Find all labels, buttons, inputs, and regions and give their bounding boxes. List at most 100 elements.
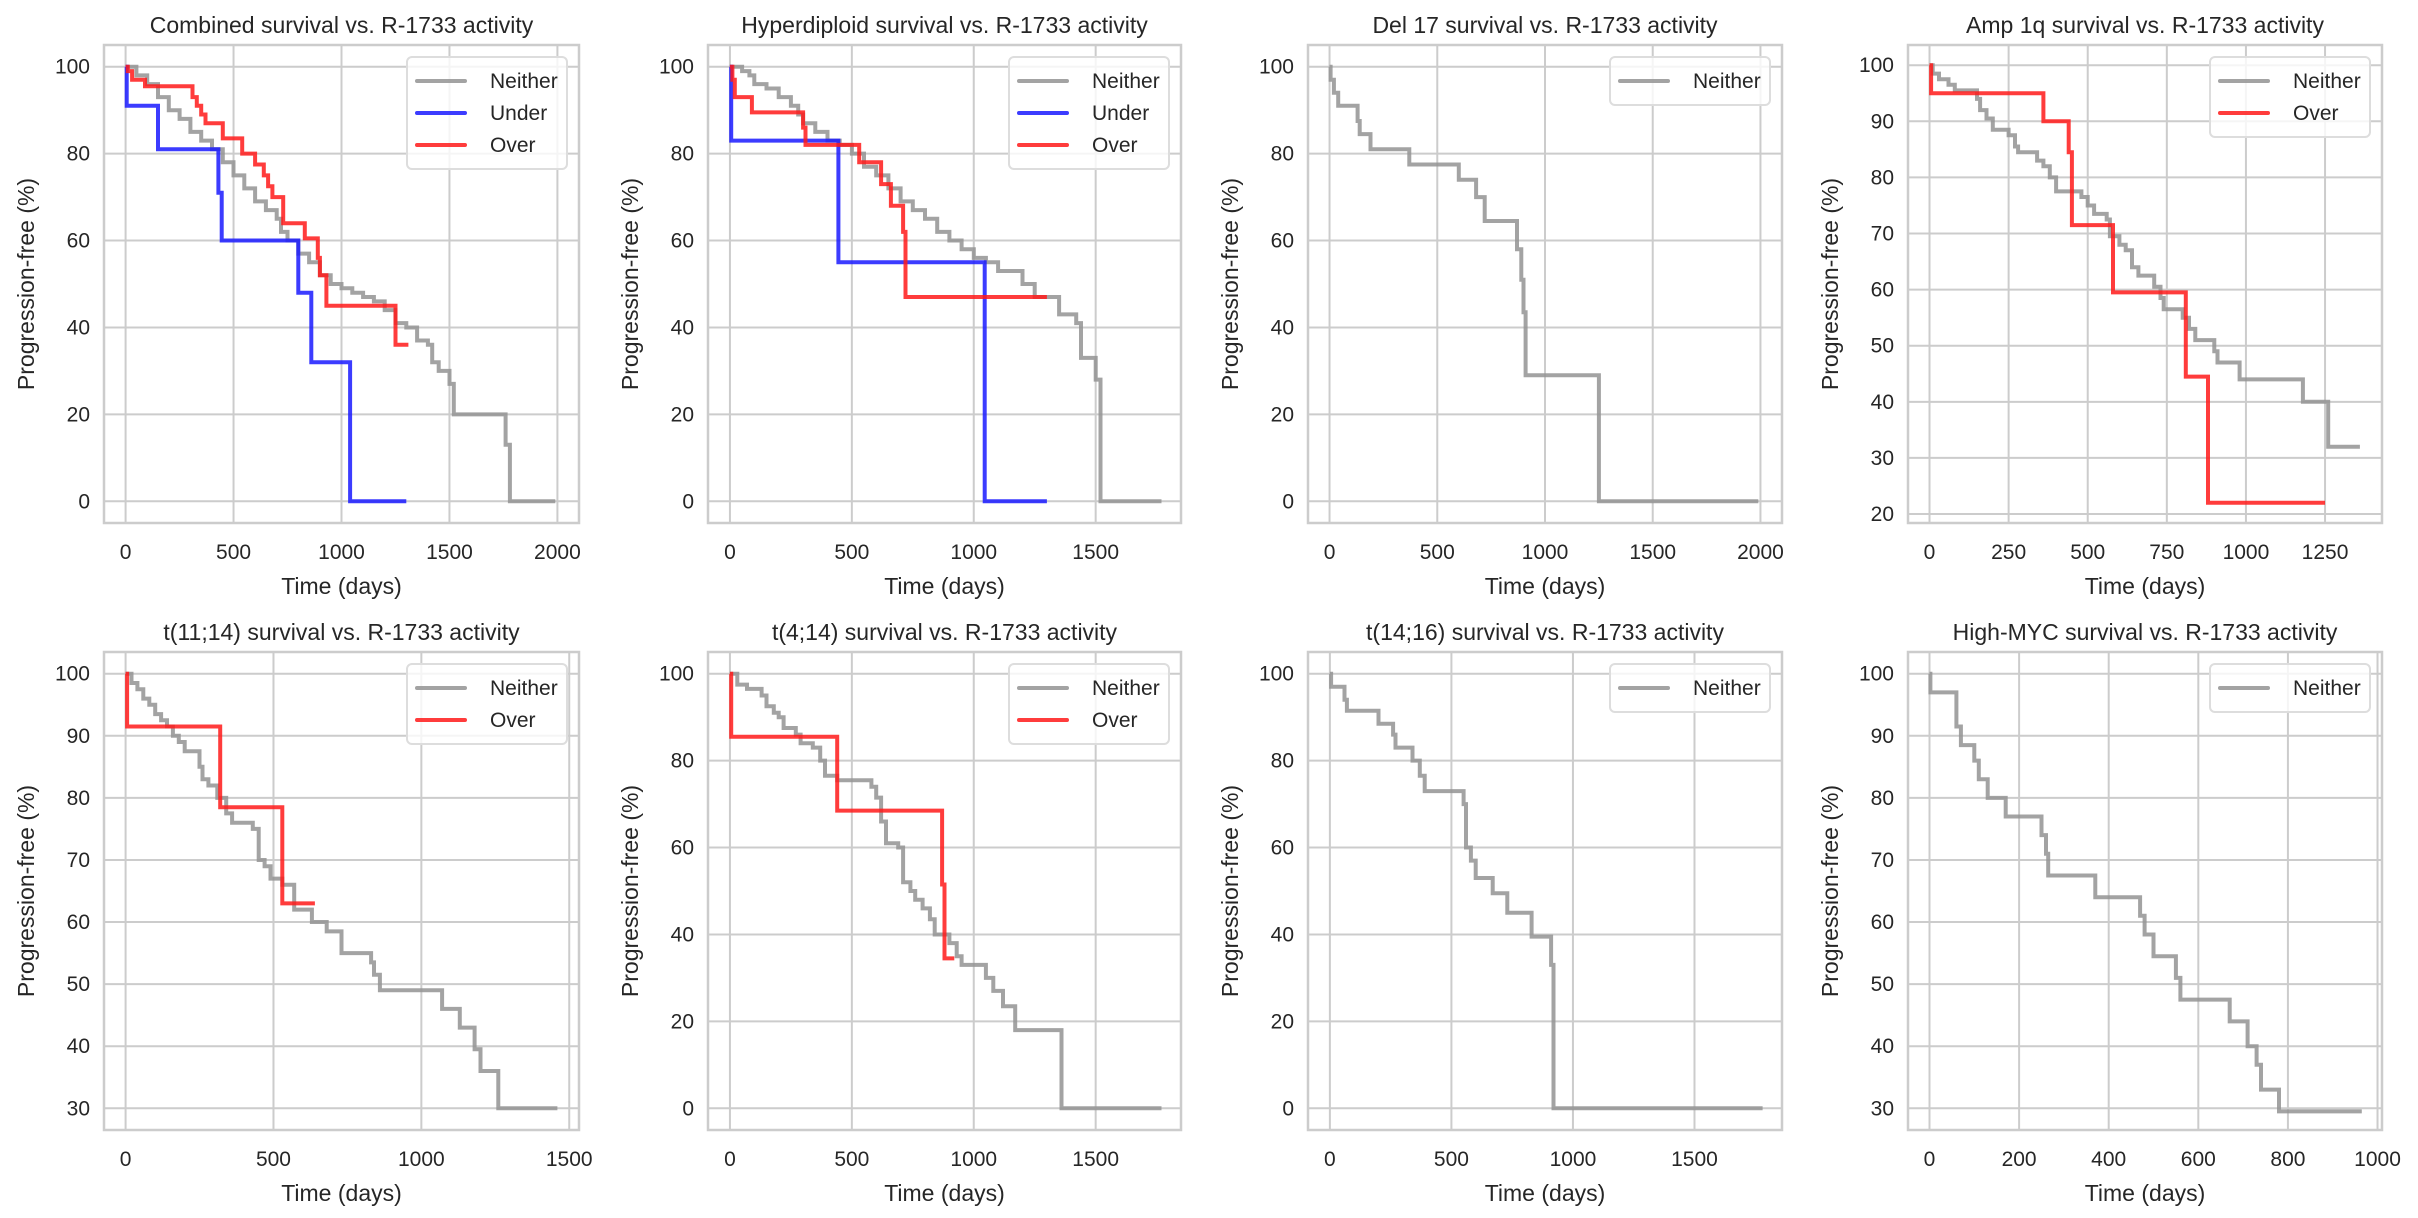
legend-label-over: Over [490,709,536,732]
x-tick-label: 500 [1434,1148,1469,1171]
subplot-title: Combined survival vs. R-1733 activity [150,12,534,38]
series-line-over [729,671,955,961]
y-tick-label: 80 [671,143,694,166]
legend: Neither Over [1008,663,1170,745]
y-tick-label: 20 [1271,1010,1294,1033]
subplot-title: t(4;14) survival vs. R-1733 activity [772,619,1118,645]
legend-box [406,663,568,745]
y-tick-label: 40 [671,316,694,339]
y-tick-label: 80 [1271,750,1294,773]
subplot-title: t(11;14) survival vs. R-1733 activity [163,619,520,645]
x-tick-label: 0 [1324,541,1336,564]
y-tick-label: 0 [682,1097,694,1120]
x-axis-label: Time (days) [2085,1180,2206,1206]
y-tick-label: 0 [1282,490,1294,513]
series-line-neither [125,671,558,1111]
y-tick-label: 80 [67,787,90,810]
y-tick-label: 60 [1871,279,1894,302]
legend-box [1008,663,1170,745]
series-line-neither [1929,63,2360,449]
legend-label-neither: Neither [1693,70,1761,93]
legend: Neither [1609,663,1771,713]
axes-frame [1306,650,1784,1132]
y-tick-label: 100 [55,56,90,79]
x-tick-label: 500 [834,541,869,564]
gridlines [1308,45,1782,523]
legend-label-neither: Neither [2293,70,2361,93]
y-tick-label: 60 [1271,230,1294,253]
legend-label-neither: Neither [490,677,558,700]
x-tick-label: 800 [2270,1148,2305,1171]
legend-box [1609,663,1771,713]
y-tick-label: 100 [1859,663,1894,686]
x-tick-label: 1000 [398,1148,445,1171]
y-axis-label: Progression-free (%) [617,178,643,390]
y-tick-label: 40 [1271,923,1294,946]
legend-label-over: Over [2293,102,2339,125]
y-tick-label: 80 [671,750,694,773]
y-tick-label: 100 [659,663,694,686]
y-tick-label: 100 [659,56,694,79]
y-axis-label: Progression-free (%) [1817,785,1843,997]
series-line-over [1929,63,2325,505]
y-tick-label: 0 [1282,1097,1294,1120]
subplot-2: 0 500 1000 1500 0 20 40 60 80 100 Hyperdiploid sur… [617,12,1183,599]
legend: Neither Over [406,663,568,745]
y-tick-label: 40 [1871,391,1894,414]
series-line-over [125,64,409,347]
y-tick-label: 20 [1271,403,1294,426]
y-tick-label: 100 [1859,54,1894,77]
y-tick-label: 20 [67,403,90,426]
legend-label-under: Under [1092,102,1149,125]
series-line-over [125,671,315,906]
legend-box [2209,56,2371,138]
y-tick-label: 40 [1271,316,1294,339]
y-tick-label: 60 [67,911,90,934]
y-tick-label: 40 [67,316,90,339]
y-tick-label: 60 [671,230,694,253]
x-tick-label: 1000 [1522,541,1569,564]
gridlines [1908,45,2382,523]
axes-frame [1906,43,2384,525]
y-tick-label: 80 [1871,787,1894,810]
axes-frame [706,650,1183,1132]
subplot-6: 0 500 1000 1500 0 20 40 60 80 100 t(4;14) survival… [617,619,1183,1206]
legend-box [2209,663,2371,713]
x-tick-label: 0 [1924,1148,1936,1171]
y-tick-label: 100 [1259,663,1294,686]
subplot-title: Hyperdiploid survival vs. R-1733 activit… [741,12,1148,38]
y-tick-label: 0 [78,490,90,513]
x-tick-label: 0 [120,541,132,564]
x-tick-label: 1000 [2354,1148,2401,1171]
x-tick-label: 500 [2070,541,2105,564]
x-axis-label: Time (days) [281,1180,402,1206]
x-tick-label: 0 [724,541,736,564]
legend: Neither [2209,663,2371,713]
y-axis-label: Progression-free (%) [1217,785,1243,997]
legend: Neither Over [2209,56,2371,138]
legend-label-neither: Neither [2293,677,2361,700]
subplot-4: 0 250 500 750 1000 1250 20 30 40 50 60 70 80 90 100 Amp… [1817,12,2384,599]
x-tick-label: 500 [256,1148,291,1171]
y-tick-label: 0 [682,490,694,513]
x-tick-label: 1000 [1550,1148,1597,1171]
axes-frame [1906,650,2384,1132]
x-tick-label: 1500 [546,1148,593,1171]
x-axis-label: Time (days) [2085,573,2206,599]
x-tick-label: 0 [120,1148,132,1171]
x-tick-label: 2000 [534,541,581,564]
y-axis-label: Progression-free (%) [1817,178,1843,390]
y-axis-label: Progression-free (%) [1217,178,1243,390]
y-tick-label: 70 [67,849,90,872]
series-line-under [124,64,407,504]
legend-label-neither: Neither [1693,677,1761,700]
y-tick-label: 100 [1259,56,1294,79]
x-axis-label: Time (days) [884,1180,1005,1206]
subplot-7: 0 500 1000 1500 0 20 40 60 80 100 t(14;16) surviva… [1217,619,1784,1206]
subplot-1: 0 500 1000 1500 2000 0 20 40 60 80 100 Combined sur… [13,12,581,599]
x-tick-label: 2000 [1737,541,1784,564]
x-tick-label: 400 [2091,1148,2126,1171]
series-line-over [729,64,1047,299]
axes-frame [1306,43,1784,525]
x-axis-label: Time (days) [1485,573,1606,599]
